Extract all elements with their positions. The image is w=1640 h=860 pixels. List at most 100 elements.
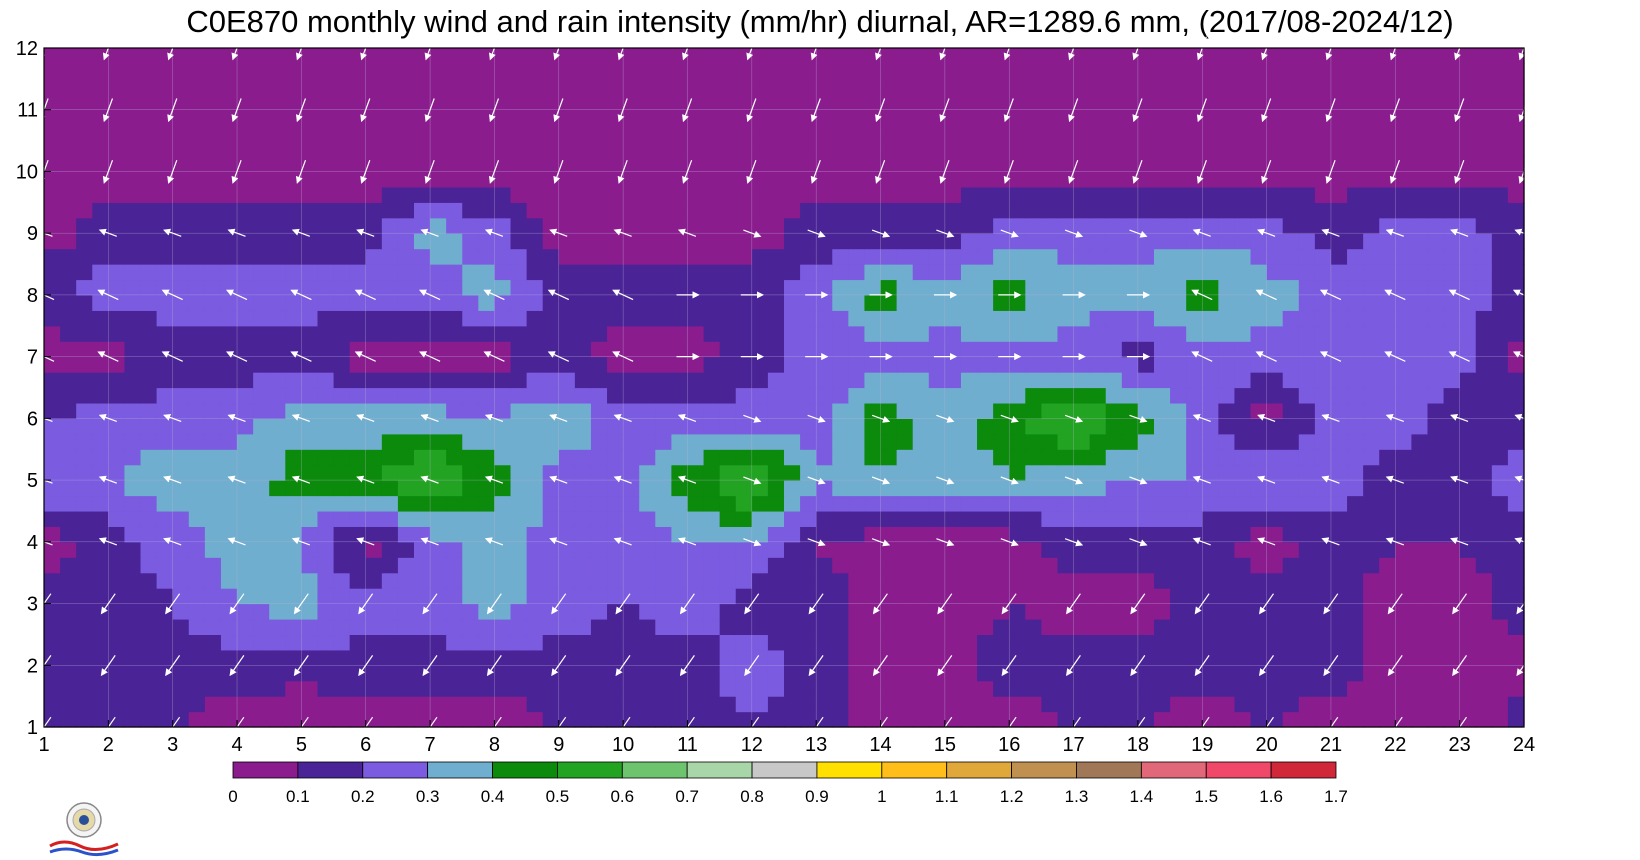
colorbar-label: 1.5: [1194, 787, 1218, 806]
rain-cell: [558, 372, 576, 389]
rain-cell: [414, 48, 431, 65]
rain-cell: [1459, 449, 1477, 466]
rain-cell: [1057, 618, 1075, 636]
rain-cell: [430, 156, 447, 173]
x-tick-label: 20: [1255, 734, 1277, 756]
rain-cell: [1266, 572, 1284, 589]
rain-cell: [188, 449, 206, 466]
rain-cell: [365, 665, 383, 682]
rain-cell: [703, 264, 721, 281]
rain-cell: [1347, 356, 1364, 373]
rain-cell: [1250, 618, 1268, 636]
rain-cell: [188, 156, 206, 173]
rain-cell: [285, 140, 302, 157]
rain-cell: [397, 418, 415, 435]
rain-cell: [44, 510, 61, 527]
rain-cell: [365, 588, 383, 605]
wind-vector: [1450, 475, 1469, 484]
rain-cell: [510, 696, 528, 713]
rain-cell: [880, 325, 898, 342]
rain-cell: [1218, 156, 1236, 173]
rain-cell: [1395, 248, 1412, 265]
wind-vector: [227, 228, 246, 237]
wind-vector: [936, 538, 955, 547]
rain-cell: [220, 341, 238, 358]
rain-cell: [928, 156, 946, 173]
rain-cell: [558, 618, 576, 636]
rain-cell: [365, 63, 383, 80]
rain-cell: [44, 649, 61, 666]
rain-cell: [140, 495, 158, 512]
rain-cell: [1282, 310, 1300, 327]
rain-cell: [526, 433, 544, 450]
rain-cell: [751, 217, 769, 234]
rain-cell: [1427, 372, 1445, 389]
wind-vector: [744, 655, 760, 677]
rain-cell: [92, 279, 109, 296]
rain-cell: [800, 510, 817, 527]
rain-cell: [784, 294, 801, 311]
rain-cell: [880, 433, 898, 450]
rain-cell: [1314, 248, 1332, 265]
rain-cell: [671, 387, 689, 404]
rain-cell: [832, 48, 849, 65]
rain-cell: [1089, 341, 1107, 358]
rain-cell: [1218, 634, 1236, 651]
rain-cell: [285, 449, 302, 466]
rain-cell: [156, 78, 174, 95]
rain-cell: [44, 526, 61, 543]
rain-cell: [719, 387, 737, 404]
rain-cell: [510, 510, 528, 527]
rain-cell: [108, 356, 126, 373]
rain-cell: [333, 464, 351, 481]
rain-cell: [1443, 94, 1461, 111]
rain-cell: [800, 279, 817, 296]
rain-cell: [719, 495, 737, 512]
rain-cell: [1121, 279, 1139, 296]
rain-cell: [301, 109, 319, 126]
rain-cell: [1170, 310, 1187, 327]
rain-cell: [1491, 680, 1509, 697]
rain-cell: [1154, 418, 1171, 435]
rain-cell: [156, 449, 174, 466]
rain-cell: [1105, 171, 1123, 188]
rain-cell: [1186, 387, 1203, 404]
rain-cell: [896, 171, 914, 188]
rain-cell: [253, 572, 270, 589]
rain-cell: [687, 140, 705, 157]
rain-cell: [494, 356, 512, 373]
rain-cell: [397, 341, 415, 358]
rain-cell: [1154, 310, 1171, 327]
rain-cell: [655, 140, 672, 157]
rain-cell: [76, 480, 93, 497]
rain-cell: [1250, 680, 1268, 697]
rain-cell: [349, 510, 367, 527]
rain-cell: [896, 557, 914, 574]
rain-cell: [446, 372, 463, 389]
rain-cell: [60, 310, 77, 327]
wind-vector: [354, 351, 376, 362]
wind-vector: [1000, 229, 1019, 238]
rain-cell: [928, 325, 946, 342]
rain-cell: [719, 94, 737, 111]
rain-cell: [76, 495, 93, 512]
rain-cell: [1443, 325, 1461, 342]
rain-cell: [124, 171, 142, 188]
rain-cell: [510, 680, 528, 697]
rain-cell: [928, 402, 946, 419]
rain-cell: [478, 48, 496, 65]
rain-cell: [140, 341, 158, 358]
rain-cell: [510, 526, 528, 543]
rain-cell: [784, 696, 801, 713]
rain-cell: [1186, 294, 1203, 311]
rain-cell: [1137, 186, 1155, 203]
rain-cell: [1363, 510, 1380, 527]
rain-cell: [220, 711, 238, 728]
rain-cell: [639, 418, 656, 435]
colorbar-label: 0.9: [805, 787, 829, 806]
rain-cell: [928, 202, 946, 219]
rain-cell: [703, 233, 721, 250]
rain-cell: [1427, 665, 1445, 682]
rain-cell: [1507, 557, 1525, 574]
rain-cell: [317, 541, 335, 558]
